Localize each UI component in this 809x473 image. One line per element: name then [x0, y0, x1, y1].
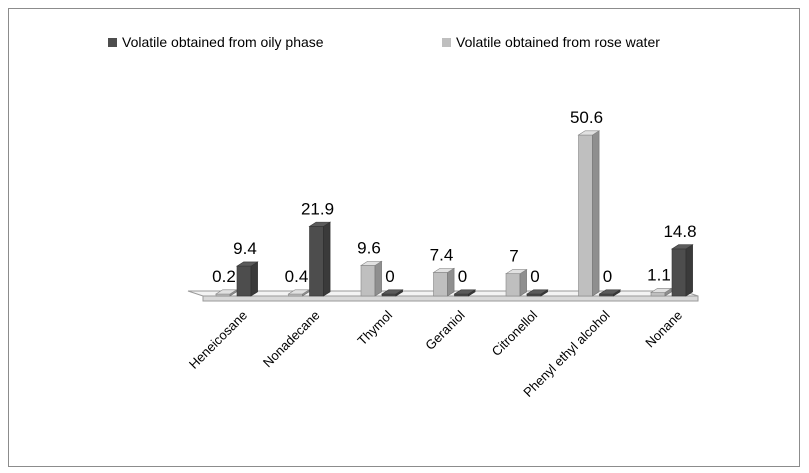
bar-heneicosane-volatile-obtained-from-oily-phase — [235, 261, 259, 297]
bar-top — [359, 260, 383, 266]
bar-side — [323, 221, 331, 297]
data-label-thymol-volatile-obtained-from-oily-phase: 0 — [385, 267, 394, 286]
bar-top — [214, 289, 238, 295]
legend-swatch-rose-water — [442, 38, 451, 47]
chart-border — [8, 8, 800, 467]
bar-front — [650, 292, 666, 297]
bar-front — [309, 226, 324, 297]
bar-geraniol-volatile-obtained-from-rose-water — [432, 267, 456, 297]
bar-top — [525, 289, 549, 295]
bar-front — [360, 265, 376, 297]
bar-citronellol-volatile-obtained-from-oily-phase — [525, 289, 549, 297]
bar-nonane-volatile-obtained-from-oily-phase — [670, 244, 694, 297]
bar-side — [250, 261, 258, 297]
bar-top — [504, 269, 528, 275]
legend-label-oily-phase: Volatile obtained from oily phase — [122, 34, 324, 50]
bar-front — [671, 248, 687, 297]
data-label-thymol-volatile-obtained-from-rose-water: 9.6 — [357, 238, 381, 257]
bar-geraniol-volatile-obtained-from-oily-phase — [453, 289, 477, 297]
data-label-nonane-volatile-obtained-from-rose-water: 1.1 — [647, 266, 671, 285]
legend-swatch-oily-phase — [108, 38, 117, 47]
bar-thymol-volatile-obtained-from-oily-phase — [380, 289, 404, 297]
bar-top — [380, 289, 404, 295]
bar-top — [308, 221, 332, 227]
bar-heneicosane-volatile-obtained-from-rose-water — [214, 289, 238, 297]
bar-side — [447, 267, 455, 297]
bar-front — [236, 265, 252, 297]
data-label-nonadecane-volatile-obtained-from-rose-water: 0.4 — [285, 267, 309, 286]
data-label-citronellol-volatile-obtained-from-oily-phase: 0 — [530, 267, 539, 286]
bar-top — [670, 244, 694, 250]
data-label-phenyl-ethyl-alcohol-volatile-obtained-from-rose-water: 50.6 — [570, 108, 603, 127]
data-label-geraniol-volatile-obtained-from-oily-phase: 0 — [458, 267, 467, 286]
bar-top — [432, 267, 456, 273]
bar-nonane-volatile-obtained-from-rose-water — [649, 287, 673, 297]
bar-citronellol-volatile-obtained-from-rose-water — [504, 268, 528, 297]
bar-thymol-volatile-obtained-from-rose-water — [359, 260, 383, 297]
data-label-nonadecane-volatile-obtained-from-oily-phase: 21.9 — [301, 199, 334, 218]
bar-side — [685, 244, 693, 297]
legend-label-rose-water: Volatile obtained from rose water — [456, 34, 660, 50]
data-label-nonane-volatile-obtained-from-oily-phase: 14.8 — [663, 222, 696, 241]
bar-side — [592, 130, 600, 297]
data-label-phenyl-ethyl-alcohol-volatile-obtained-from-oily-phase: 0 — [603, 267, 612, 286]
floor-front — [202, 295, 699, 302]
bar-top — [287, 289, 311, 295]
legend: Volatile obtained from oily phase Volati… — [108, 34, 660, 50]
bar-nonadecane-volatile-obtained-from-oily-phase — [308, 221, 332, 297]
bar-front — [433, 272, 448, 297]
data-label-geraniol-volatile-obtained-from-rose-water: 7.4 — [430, 245, 454, 264]
data-label-citronellol-volatile-obtained-from-rose-water: 7 — [509, 247, 518, 266]
bar-side — [374, 260, 382, 297]
data-label-heneicosane-volatile-obtained-from-rose-water: 0.2 — [212, 267, 236, 286]
bar-front — [505, 273, 521, 297]
bar-top — [598, 289, 622, 295]
data-label-heneicosane-volatile-obtained-from-oily-phase: 9.4 — [233, 239, 257, 258]
bar-phenyl-ethyl-alcohol-volatile-obtained-from-oily-phase — [598, 289, 622, 297]
bar-front — [578, 134, 593, 297]
bar-top — [453, 289, 477, 295]
bar-top — [235, 261, 259, 267]
bars — [214, 130, 694, 297]
bar-side — [519, 268, 527, 297]
bar-top — [577, 130, 601, 136]
bar-top — [649, 287, 673, 293]
bar-phenyl-ethyl-alcohol-volatile-obtained-from-rose-water — [577, 130, 601, 297]
bar-nonadecane-volatile-obtained-from-rose-water — [287, 289, 311, 297]
